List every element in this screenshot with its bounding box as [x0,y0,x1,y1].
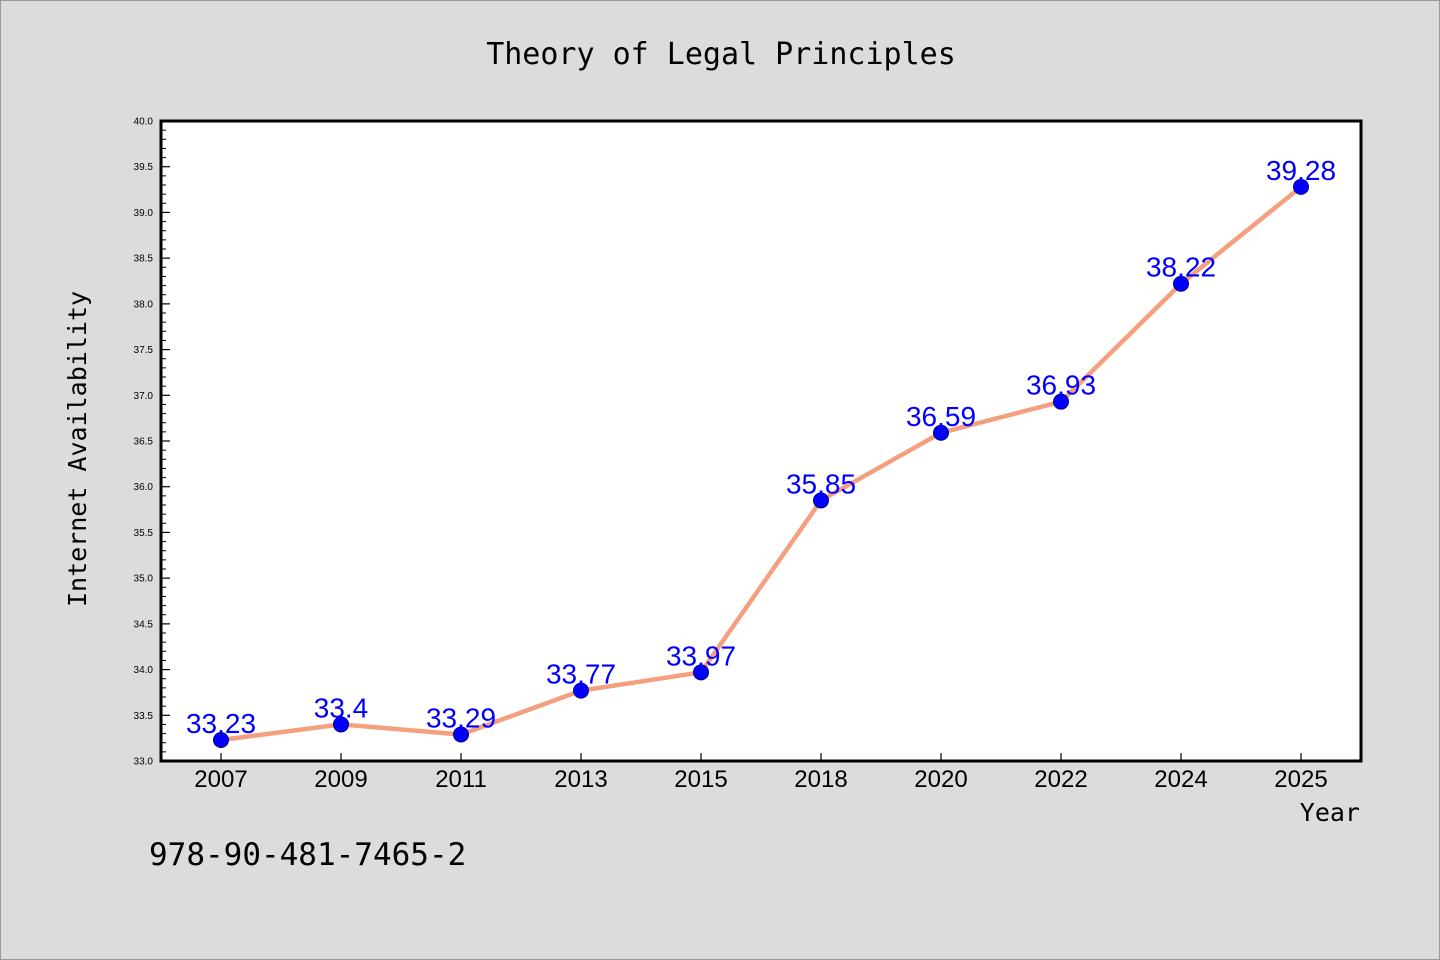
data-label: 35.85 [786,468,856,499]
x-axis-label: Year [1300,798,1360,827]
data-point [453,726,469,743]
isbn-text: 978-90-481-7465-2 [149,837,466,873]
x-tick-label: 2013 [554,766,607,793]
data-point [1293,178,1309,195]
x-tick-label: 2024 [1154,766,1207,793]
data-point [573,682,589,699]
data-label-layer: 33.23 33.4 33.29 33.77 33.97 35.85 36.59 36.93 3… [186,155,1336,739]
y-tick-label: 37.5 [134,345,154,356]
y-tick-label: 38.5 [134,254,154,265]
series-layer [213,178,1309,748]
y-tick-label: 38.0 [134,299,154,310]
x-tick-label: 2020 [914,766,967,793]
plot-area [159,119,1363,763]
y-tick-label: 36.5 [134,437,154,448]
y-tick-label: 34.0 [134,665,154,676]
y-axis: 33.0 33.5 34.0 34.5 35.0 35.5 36.0 36.5 37.0 37.5… [134,117,170,768]
x-tick-label: 2015 [674,766,727,793]
y-tick-label: 34.5 [134,619,154,630]
series-line [218,184,1304,743]
x-tick-label: 2025 [1274,766,1327,793]
data-label: 33.77 [546,659,616,690]
y-tick-label: 33.0 [134,757,154,768]
y-tick-label: 33.5 [134,711,154,722]
x-axis: 2007 2009 2011 2013 2015 2018 2020 2022 2024 2025 [194,753,1328,793]
data-label: 33.4 [314,692,369,723]
y-axis-label: Internet Availability [63,291,92,607]
y-tick-label: 40.0 [134,117,154,128]
x-tick-label: 2009 [314,766,367,793]
y-tick-label: 37.0 [134,391,154,402]
y-tick-label: 36.0 [134,482,154,493]
y-tick-label: 39.0 [134,208,154,219]
data-label: 36.59 [906,401,976,432]
y-tick-label: 35.5 [134,528,154,539]
x-tick-label: 2007 [194,766,247,793]
y-tick-label: 39.5 [134,162,154,173]
x-tick-label: 2018 [794,766,847,793]
data-point [693,664,709,681]
data-point [1053,393,1069,410]
y-tick-label: 35.0 [134,574,154,585]
data-point [813,492,829,509]
chart-title: Theory of Legal Principles [486,37,956,72]
data-point [1173,275,1189,292]
x-tick-label: 2022 [1034,766,1087,793]
data-point [933,424,949,441]
data-label: 33.23 [186,708,256,739]
data-label: 33.97 [666,640,736,671]
data-point [213,731,229,748]
data-label: 33.29 [426,702,496,733]
x-tick-label: 2011 [435,766,487,793]
data-label: 39.28 [1266,155,1336,186]
data-point [333,716,349,733]
data-label: 38.22 [1146,252,1216,283]
data-label: 36.93 [1026,370,1096,401]
